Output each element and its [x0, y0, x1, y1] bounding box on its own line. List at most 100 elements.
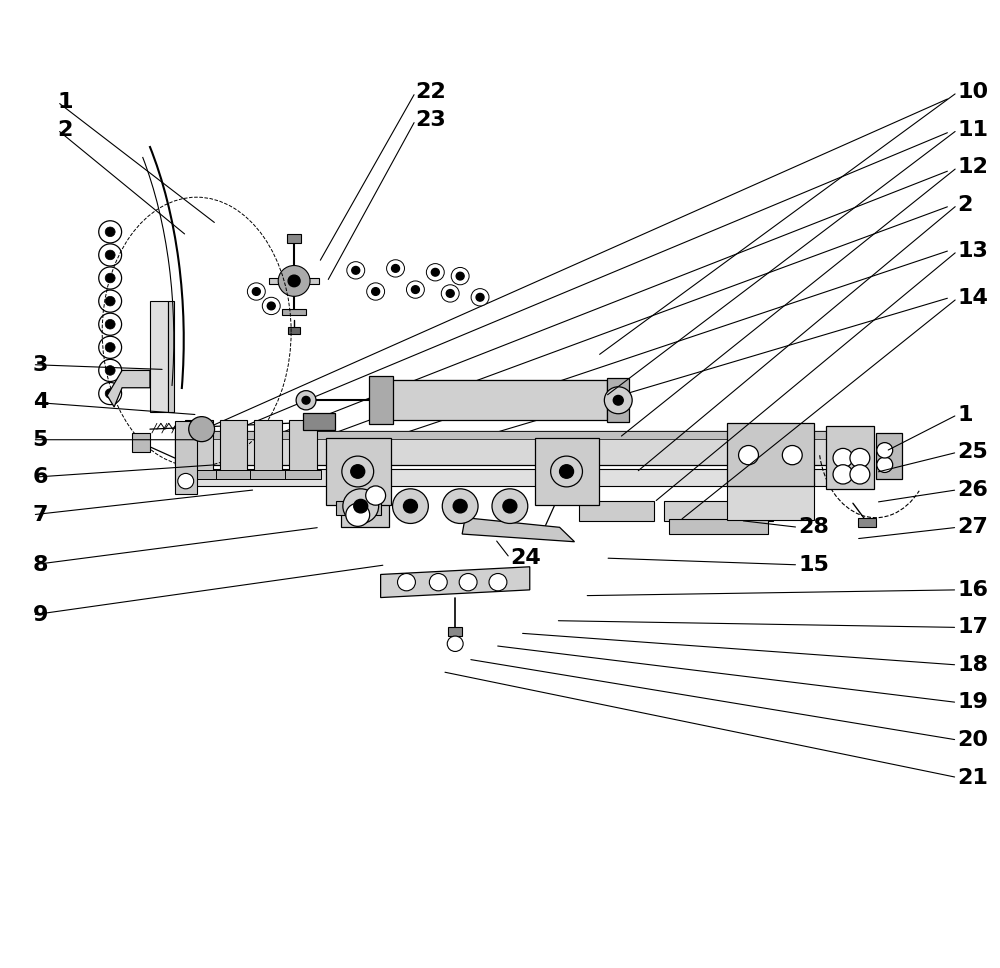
Text: 12: 12: [957, 158, 988, 177]
Bar: [175, 431, 856, 439]
Circle shape: [739, 445, 758, 465]
Circle shape: [278, 265, 310, 296]
Bar: [336, 501, 381, 515]
Bar: [216, 469, 251, 479]
Circle shape: [459, 573, 477, 590]
Text: 20: 20: [957, 730, 988, 750]
Bar: [727, 423, 814, 486]
Circle shape: [196, 423, 208, 435]
Text: 19: 19: [957, 692, 988, 712]
Bar: [727, 483, 814, 520]
Bar: [341, 465, 389, 528]
Text: 24: 24: [510, 548, 541, 568]
Text: 2: 2: [57, 120, 73, 139]
Bar: [391, 380, 607, 420]
Bar: [220, 419, 247, 472]
Circle shape: [288, 275, 300, 287]
Bar: [132, 433, 150, 452]
Bar: [175, 431, 856, 465]
Circle shape: [604, 387, 632, 413]
Text: 10: 10: [957, 82, 988, 103]
Circle shape: [99, 359, 122, 381]
Text: 17: 17: [957, 618, 988, 637]
Circle shape: [105, 227, 115, 236]
Bar: [250, 469, 286, 479]
Text: 1: 1: [957, 405, 973, 425]
Circle shape: [453, 499, 467, 513]
Circle shape: [782, 445, 802, 465]
Circle shape: [302, 397, 310, 404]
Circle shape: [451, 267, 469, 285]
Circle shape: [833, 448, 853, 468]
Bar: [369, 377, 393, 424]
Circle shape: [551, 456, 582, 487]
Circle shape: [411, 286, 419, 293]
Circle shape: [476, 293, 484, 301]
Circle shape: [354, 499, 368, 513]
Bar: [303, 412, 335, 430]
Text: 28: 28: [798, 517, 829, 537]
Circle shape: [429, 573, 447, 590]
Circle shape: [613, 396, 623, 405]
Circle shape: [296, 391, 316, 409]
Circle shape: [352, 266, 360, 274]
Circle shape: [492, 489, 528, 524]
Circle shape: [99, 336, 122, 358]
Circle shape: [471, 288, 489, 306]
Circle shape: [105, 389, 115, 399]
Circle shape: [105, 296, 115, 306]
Circle shape: [262, 297, 280, 315]
Text: 8: 8: [33, 555, 48, 575]
Circle shape: [351, 465, 365, 478]
Bar: [282, 309, 306, 315]
Bar: [826, 426, 874, 489]
Text: 25: 25: [957, 442, 988, 463]
Circle shape: [442, 489, 478, 524]
Circle shape: [393, 489, 428, 524]
Bar: [669, 519, 768, 534]
Bar: [175, 469, 836, 486]
Circle shape: [833, 465, 853, 484]
Circle shape: [267, 302, 275, 310]
Circle shape: [178, 473, 194, 489]
Circle shape: [441, 285, 459, 302]
Text: 13: 13: [957, 241, 988, 261]
Text: 16: 16: [957, 580, 988, 600]
Bar: [448, 627, 462, 636]
Circle shape: [403, 499, 417, 513]
Text: 4: 4: [33, 392, 48, 412]
Bar: [858, 518, 876, 528]
Circle shape: [456, 272, 464, 280]
Bar: [185, 419, 213, 472]
Circle shape: [105, 273, 115, 283]
Text: 9: 9: [33, 605, 48, 625]
Bar: [664, 501, 773, 521]
Bar: [289, 419, 317, 472]
Circle shape: [346, 503, 370, 527]
Text: 27: 27: [957, 517, 988, 537]
Circle shape: [367, 283, 385, 300]
Text: 15: 15: [798, 555, 829, 575]
Bar: [607, 378, 629, 422]
Bar: [535, 438, 599, 505]
Text: 11: 11: [957, 120, 988, 139]
Circle shape: [347, 261, 365, 279]
Text: 21: 21: [957, 768, 988, 788]
Circle shape: [247, 283, 265, 300]
Circle shape: [431, 268, 439, 276]
Text: 6: 6: [33, 468, 48, 487]
Circle shape: [105, 343, 115, 352]
Circle shape: [398, 573, 415, 590]
Polygon shape: [269, 278, 319, 284]
Circle shape: [99, 267, 122, 289]
Circle shape: [850, 448, 870, 468]
Circle shape: [99, 244, 122, 266]
Circle shape: [99, 382, 122, 405]
Circle shape: [560, 465, 574, 478]
Text: 22: 22: [415, 82, 446, 103]
Bar: [876, 433, 902, 479]
Circle shape: [99, 290, 122, 313]
Polygon shape: [381, 567, 530, 597]
Circle shape: [503, 499, 517, 513]
Text: 3: 3: [33, 354, 48, 375]
